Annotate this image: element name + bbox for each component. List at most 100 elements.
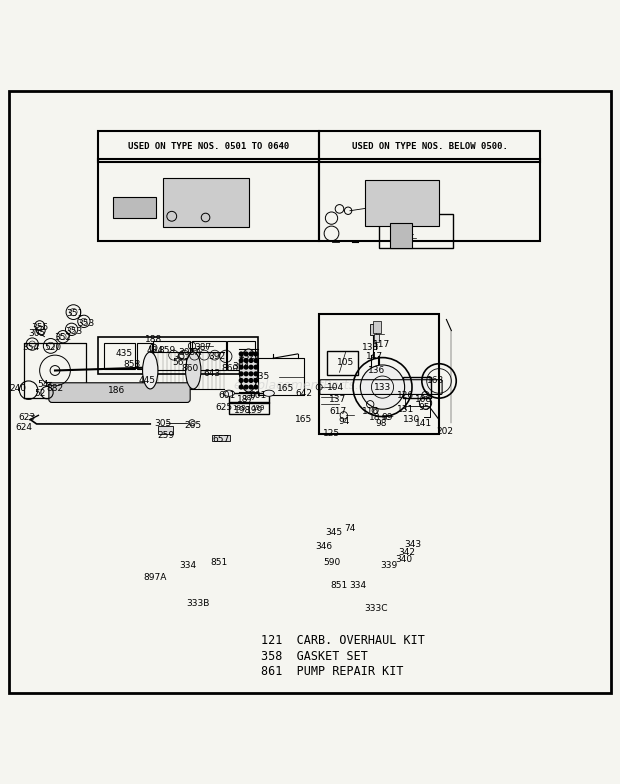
Text: 351: 351 <box>67 309 84 318</box>
Text: 165: 165 <box>277 384 294 394</box>
Bar <box>404 376 431 398</box>
Text: 345: 345 <box>325 528 342 536</box>
Text: 18: 18 <box>369 413 380 423</box>
Text: 882: 882 <box>46 384 64 394</box>
Bar <box>137 343 152 368</box>
Text: 187: 187 <box>242 395 255 401</box>
FancyBboxPatch shape <box>113 197 156 219</box>
Text: 305A: 305A <box>179 347 202 357</box>
Circle shape <box>239 352 243 356</box>
Text: 353: 353 <box>65 327 82 336</box>
Text: 199: 199 <box>246 406 264 415</box>
Text: 99: 99 <box>381 413 392 423</box>
Text: 131: 131 <box>397 405 414 414</box>
Text: 561: 561 <box>172 358 190 367</box>
Text: 851: 851 <box>331 581 348 590</box>
Text: 333C: 333C <box>365 604 388 613</box>
Circle shape <box>254 385 258 389</box>
Circle shape <box>239 379 243 383</box>
Text: 54: 54 <box>37 379 48 389</box>
Text: 186: 186 <box>108 387 125 395</box>
Ellipse shape <box>239 349 258 392</box>
Circle shape <box>244 359 248 362</box>
Circle shape <box>249 379 253 383</box>
Circle shape <box>239 385 243 389</box>
Text: 617: 617 <box>329 407 347 416</box>
Bar <box>98 336 258 373</box>
Circle shape <box>254 365 258 369</box>
Text: 165: 165 <box>295 416 312 424</box>
Circle shape <box>249 365 253 369</box>
Text: 623: 623 <box>19 413 36 423</box>
Text: 435: 435 <box>116 350 133 358</box>
Text: 657: 657 <box>212 435 229 445</box>
Bar <box>157 426 173 434</box>
Text: 305: 305 <box>28 329 45 338</box>
Text: 147: 147 <box>366 352 383 361</box>
Bar <box>153 341 190 371</box>
Circle shape <box>254 379 258 383</box>
Text: USED ON TYPE NOS. BELOW 0500.: USED ON TYPE NOS. BELOW 0500. <box>352 142 508 151</box>
Text: 624: 624 <box>16 423 33 432</box>
Circle shape <box>239 372 243 376</box>
Text: 108: 108 <box>415 395 432 404</box>
Text: 353: 353 <box>77 318 94 328</box>
Text: 199: 199 <box>252 405 265 411</box>
Text: USED ON TYPE NOS. 0501 TO 0640: USED ON TYPE NOS. 0501 TO 0640 <box>128 142 290 151</box>
Circle shape <box>249 359 253 362</box>
Text: 163: 163 <box>427 376 445 386</box>
Circle shape <box>244 385 248 389</box>
Text: 105: 105 <box>337 358 354 367</box>
Circle shape <box>239 359 243 362</box>
Text: 346: 346 <box>315 543 332 551</box>
Text: 74: 74 <box>344 524 356 533</box>
Circle shape <box>244 352 248 356</box>
Text: 860: 860 <box>182 364 199 373</box>
Text: 642: 642 <box>295 389 312 397</box>
Circle shape <box>249 385 253 389</box>
Text: 141: 141 <box>415 419 432 428</box>
Bar <box>98 131 319 162</box>
Text: 188: 188 <box>144 336 162 344</box>
Text: 334: 334 <box>349 581 366 590</box>
Text: 643: 643 <box>203 369 220 378</box>
Bar <box>229 394 269 403</box>
Text: 354: 354 <box>22 343 39 352</box>
Text: 858: 858 <box>123 360 141 368</box>
Text: 851: 851 <box>210 558 228 568</box>
Text: 136: 136 <box>368 366 385 375</box>
Circle shape <box>254 372 258 376</box>
Text: 125: 125 <box>323 430 340 438</box>
Text: 202: 202 <box>436 427 454 437</box>
Bar <box>379 214 453 248</box>
Text: 342: 342 <box>399 549 415 557</box>
Text: 601: 601 <box>249 390 267 400</box>
Text: 394: 394 <box>232 361 250 371</box>
Bar <box>319 158 541 241</box>
Circle shape <box>360 365 405 409</box>
Text: 130: 130 <box>403 416 420 424</box>
Circle shape <box>249 372 253 376</box>
Text: 387: 387 <box>194 343 211 352</box>
Text: 339: 339 <box>380 561 397 570</box>
Text: 95: 95 <box>418 403 430 412</box>
Circle shape <box>239 365 243 369</box>
Text: 187: 187 <box>237 395 254 405</box>
Text: 116: 116 <box>361 407 379 416</box>
Bar <box>319 314 439 434</box>
Bar <box>327 351 358 375</box>
Text: 305: 305 <box>154 419 171 428</box>
Text: 358  GASKET SET: 358 GASKET SET <box>261 650 368 662</box>
Bar <box>192 341 226 371</box>
Text: 137: 137 <box>329 395 347 404</box>
Text: 138: 138 <box>361 343 379 352</box>
Text: 432: 432 <box>239 352 256 361</box>
Text: 861  PUMP REPAIR KIT: 861 PUMP REPAIR KIT <box>261 665 404 678</box>
Text: 104: 104 <box>327 383 344 391</box>
Ellipse shape <box>143 352 158 389</box>
Ellipse shape <box>264 390 275 396</box>
Circle shape <box>254 359 258 362</box>
Text: 520: 520 <box>45 343 62 352</box>
Text: 434: 434 <box>147 346 164 354</box>
Bar <box>98 158 319 241</box>
